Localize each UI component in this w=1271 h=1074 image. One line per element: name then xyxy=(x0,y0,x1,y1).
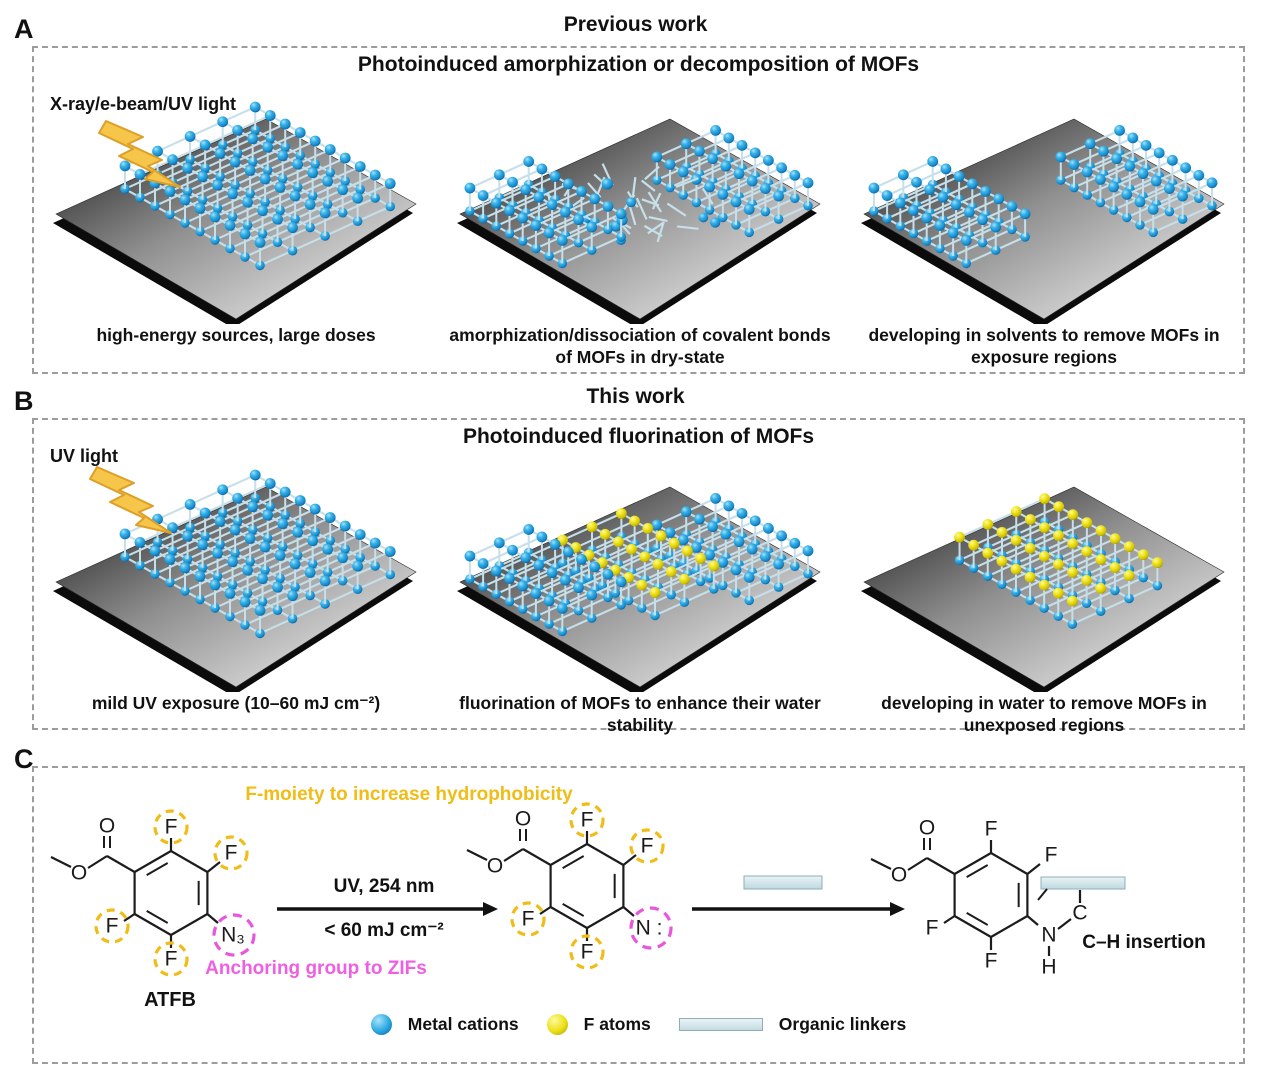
legend-label: Metal cations xyxy=(407,1014,519,1034)
f-atom-label: F xyxy=(165,816,178,839)
organic-linker-icon xyxy=(678,1018,763,1031)
lightning-bolt-icon xyxy=(89,466,172,534)
figure-caption: developing in solvents to remove MOFs in… xyxy=(868,325,1220,368)
f-atom-icon xyxy=(546,1014,568,1035)
f-atom-label: F xyxy=(641,835,654,858)
f-highlight-circle xyxy=(569,802,605,838)
anchor-highlight-circle xyxy=(629,906,673,950)
fluorinated-mof-lattice xyxy=(954,493,1163,629)
illustration-b-developed xyxy=(861,486,1225,692)
panel-b-box: Photoinduced fluorination of MOFs UV lig… xyxy=(32,418,1245,735)
mof-lattice xyxy=(1055,125,1218,238)
illustration-b-exposure xyxy=(53,466,417,692)
anchoring-annotation: Anchoring group to ZIFs xyxy=(205,958,427,979)
legend-item-f-atoms: F atoms xyxy=(546,1014,651,1035)
illustration-a-developed xyxy=(861,118,1225,324)
panel-c-letter: C xyxy=(14,744,34,774)
figure-caption: developing in water to remove MOFs in un… xyxy=(881,693,1207,736)
ch-insertion-label: C–H insertion xyxy=(1082,932,1206,953)
lightning-bolt-icon xyxy=(98,120,181,188)
dose-condition-label: < 60 mJ cm⁻² xyxy=(324,920,443,941)
o-atom-label: O xyxy=(487,855,503,878)
o-atom-label: O xyxy=(891,864,907,887)
f-highlight-circle xyxy=(569,934,605,970)
organic-linker-icon xyxy=(743,875,823,890)
reaction-scheme: F-moiety to increase hydrophobicity O O F F F… xyxy=(50,784,1206,1010)
anchor-highlight-circle xyxy=(212,913,256,957)
f-atom-label: F xyxy=(581,809,594,832)
f-highlight-circle xyxy=(153,941,189,977)
metal-cation-icon xyxy=(370,1014,392,1035)
molecule-product xyxy=(870,838,1126,956)
panel-c-box: F-moiety to increase hydrophobicity O O F F F… xyxy=(32,766,1245,1064)
panel-a-letter: A xyxy=(14,14,34,44)
reaction-arrow xyxy=(692,902,905,916)
n-atom-label: N xyxy=(1041,924,1056,947)
f-atom-label: F xyxy=(926,917,939,940)
molecule-azide xyxy=(50,809,256,977)
f-atom-label: F xyxy=(985,950,998,973)
legend-item-metal-cations: Metal cations xyxy=(370,1014,519,1035)
f-atom-label: F xyxy=(165,948,178,971)
f-highlight-circle xyxy=(153,809,189,845)
f-highlight-circle xyxy=(94,908,130,944)
panel-b-letter: B xyxy=(14,386,34,416)
legend: Metal cations F atoms Organic linkers xyxy=(34,1014,1243,1035)
f-moiety-annotation: F-moiety to increase hydrophobicity xyxy=(245,784,573,805)
illustration-b-fluorination xyxy=(457,486,821,692)
molecule-nitrene xyxy=(466,802,673,970)
f-atom-label: F xyxy=(1045,844,1058,867)
molecule-name-label: ATFB xyxy=(144,989,196,1010)
illustration-a-amorphization xyxy=(457,118,821,324)
o-atom-label: O xyxy=(515,808,531,831)
f-atom-label: F xyxy=(985,818,998,841)
figure-caption: high-energy sources, large doses xyxy=(96,325,376,345)
mof-lattice xyxy=(868,156,1031,269)
o-atom-label: O xyxy=(919,817,935,840)
panel-a-title: Previous work xyxy=(563,13,708,36)
c-atom-label: C xyxy=(1072,902,1087,925)
o-atom-label: O xyxy=(99,815,115,838)
panel-a-box: Photoinduced amorphization or decomposit… xyxy=(32,46,1245,374)
h-atom-label: H xyxy=(1041,956,1056,979)
legend-label: F atoms xyxy=(583,1014,651,1034)
f-atom-label: F xyxy=(581,941,594,964)
f-highlight-circle xyxy=(629,828,665,864)
mof-lattice xyxy=(464,156,627,269)
panel-b-subtitle: Photoinduced fluorination of MOFs xyxy=(462,425,815,448)
uv-condition-label: UV, 254 nm xyxy=(334,876,435,897)
illustration-a-exposure xyxy=(53,101,417,324)
f-atom-label: F xyxy=(225,842,238,865)
legend-label: Organic linkers xyxy=(778,1014,907,1034)
mof-lattice xyxy=(651,125,814,238)
light-source-label: UV light xyxy=(50,446,118,466)
figure-caption: mild UV exposure (10–60 mJ cm⁻²) xyxy=(91,693,381,713)
f-atom-label: F xyxy=(106,915,119,938)
panel-b-title: This work xyxy=(586,385,685,408)
organic-linker-icon xyxy=(1040,876,1126,890)
o-atom-label: O xyxy=(71,862,87,885)
figure-caption: amorphization/dissociation of covalent b… xyxy=(449,325,831,368)
f-atom-label: F xyxy=(522,908,535,931)
figure-caption: fluorination of MOFs to enhance their wa… xyxy=(459,693,821,736)
panel-a-subtitle: Photoinduced amorphization or decomposit… xyxy=(357,53,920,76)
f-highlight-circle xyxy=(510,901,546,937)
n3-atom-label: N₃ xyxy=(221,924,245,947)
mof-lattice xyxy=(464,524,627,637)
reaction-arrow xyxy=(277,902,498,916)
legend-item-organic-linkers: Organic linkers xyxy=(678,1014,907,1035)
f-highlight-circle xyxy=(213,835,249,871)
light-source-label: X-ray/e-beam/UV light xyxy=(50,94,237,114)
nitrene-atom-label: N : xyxy=(636,917,663,940)
